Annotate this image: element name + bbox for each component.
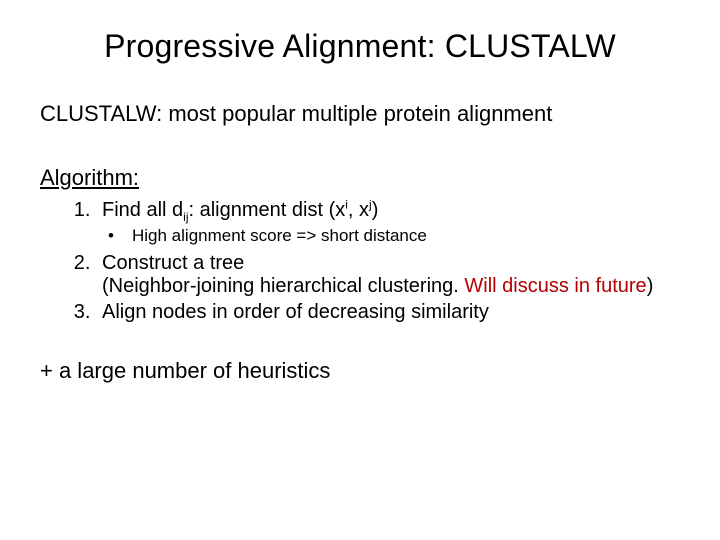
step2-line1: Construct a tree <box>102 252 244 274</box>
step1-text-mid: : alignment dist (x <box>189 199 346 221</box>
algorithm-step-1: Find all dij: alignment dist (xi, xj) Hi… <box>96 199 680 246</box>
step1-text-comma: , x <box>348 199 369 221</box>
algorithm-step-3: Align nodes in order of decreasing simil… <box>96 301 680 324</box>
slide-subtitle: CLUSTALW: most popular multiple protein … <box>40 101 680 127</box>
algorithm-step-2: Construct a tree (Neighbor-joining hiera… <box>96 252 680 298</box>
step1-text-prefix: Find all d <box>102 199 183 221</box>
step1-text-suffix: ) <box>372 199 379 221</box>
footer-note: + a large number of heuristics <box>40 358 680 384</box>
step2-line2-close: ) <box>647 275 654 297</box>
step1-subbullet: High alignment score => short distance <box>132 226 680 246</box>
slide-title: Progressive Alignment: CLUSTALW <box>40 28 680 65</box>
step2-line2-red: Will discuss in future <box>464 275 646 297</box>
step2-line2-black: (Neighbor-joining hierarchical clusterin… <box>102 275 464 297</box>
algorithm-list: Find all dij: alignment dist (xi, xj) Hi… <box>40 199 680 324</box>
step1-sublist: High alignment score => short distance <box>102 226 680 246</box>
slide-container: Progressive Alignment: CLUSTALW CLUSTALW… <box>0 0 720 540</box>
algorithm-heading: Algorithm: <box>40 165 680 191</box>
